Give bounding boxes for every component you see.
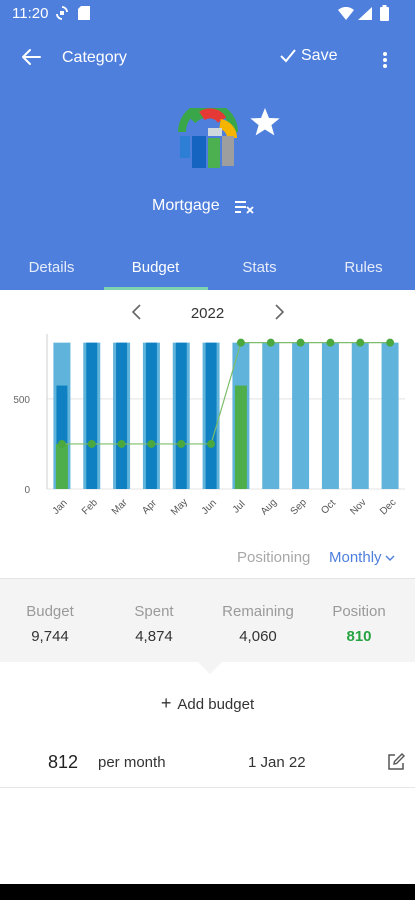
status-time: 11:20: [12, 5, 49, 22]
position-point: [236, 338, 245, 347]
budget-entry-row[interactable]: 812 per month 1 Jan 22: [0, 738, 415, 788]
position-point: [386, 338, 395, 347]
spent-bar: [205, 342, 217, 489]
x-tick-label: Aug: [259, 497, 279, 517]
summary-position: Position 810: [309, 603, 409, 645]
positioning-mode-select[interactable]: Monthly: [329, 549, 395, 566]
position-point: [207, 439, 216, 448]
category-logo-icon[interactable]: [178, 108, 238, 170]
position-point: [266, 338, 275, 347]
x-tick-label: Feb: [80, 497, 100, 517]
spent-bar: [116, 342, 128, 489]
x-tick-label: Mar: [110, 497, 130, 517]
y-tick-label: 500: [13, 395, 30, 406]
x-tick-label: Apr: [140, 497, 159, 516]
more-vert-icon[interactable]: [376, 48, 394, 70]
chevron-right-icon[interactable]: [271, 303, 287, 321]
spent-bar: [175, 342, 187, 489]
position-point: [177, 439, 186, 448]
budget-chart: 0 500 Jan Feb Mar Apr May Jun Jul Aug Sep Oct Nov Dec: [13, 334, 405, 518]
year-label: 2022: [190, 305, 225, 322]
budget-entry-amount: 812: [48, 752, 79, 772]
position-point: [296, 338, 305, 347]
page-title: Category: [62, 49, 127, 66]
x-tick-label: Dec: [378, 497, 398, 517]
position-point: [356, 338, 365, 347]
year-navigator: 2022: [0, 300, 415, 326]
summary-spent-value: 4,874: [135, 628, 173, 645]
y-tick-label: 0: [24, 485, 30, 496]
app-bar: Category Save: [0, 38, 415, 78]
position-point: [117, 439, 126, 448]
add-budget-label: Add budget: [177, 696, 255, 713]
sd-card-icon: [78, 6, 90, 20]
position-bar: [234, 385, 247, 489]
position-bar: [55, 443, 68, 489]
battery-icon: [380, 5, 389, 21]
budget-entry-period: per month: [98, 754, 166, 771]
spent-bar: [56, 385, 68, 489]
summary-position-value: 810: [346, 628, 372, 645]
wifi-icon: [338, 7, 354, 20]
check-icon: [280, 49, 296, 63]
budget-bar: [262, 342, 280, 489]
sync-status-icon: [56, 6, 68, 20]
edit-icon[interactable]: [386, 752, 406, 772]
position-point: [326, 338, 335, 347]
tab-rules[interactable]: Rules: [344, 259, 383, 276]
tab-details[interactable]: Details: [28, 259, 75, 276]
x-tick-label: Jun: [200, 498, 219, 517]
tab-bar: Details Budget Stats Rules: [0, 248, 415, 290]
chevron-left-icon[interactable]: [129, 303, 145, 321]
summary-remaining-value: 4,060: [239, 628, 277, 645]
budget-bar: [351, 342, 369, 489]
position-line: [61, 342, 391, 445]
category-name[interactable]: Mortgage: [152, 197, 220, 214]
tab-stats[interactable]: Stats: [242, 259, 277, 276]
budget-bar: [321, 342, 339, 489]
plus-icon: +: [160, 693, 172, 713]
summary-spent-label: Spent: [134, 603, 174, 620]
tab-budget[interactable]: Budget: [131, 259, 180, 276]
x-tick-label: May: [169, 497, 190, 518]
positioning-row: Positioning Monthly: [0, 546, 415, 570]
summary-remaining-label: Remaining: [222, 603, 294, 620]
chevron-down-icon: [385, 555, 395, 561]
summary-remaining: Remaining 4,060: [208, 603, 308, 645]
star-icon[interactable]: [249, 106, 281, 138]
save-button[interactable]: Save: [280, 47, 337, 65]
app-header: 11:20 Category Save: [0, 0, 415, 290]
clear-format-icon[interactable]: [235, 199, 255, 215]
x-tick-label: Nov: [348, 497, 368, 517]
summary-position-label: Position: [332, 603, 386, 620]
position-point: [87, 439, 96, 448]
active-tab-indicator: [104, 287, 208, 290]
budget-entry-start: 1 Jan 22: [248, 754, 306, 771]
summary-budget: Budget 9,744: [0, 603, 100, 645]
budget-bar: [381, 342, 399, 489]
x-tick-label: Oct: [319, 498, 338, 517]
positioning-mode-value: Monthly: [329, 549, 382, 566]
add-budget-button[interactable]: + Add budget: [0, 693, 415, 714]
spent-bar: [86, 342, 98, 489]
x-tick-label: Jan: [51, 498, 70, 517]
summary-budget-label: Budget: [26, 603, 74, 620]
arrow-left-icon[interactable]: [20, 46, 42, 68]
summary-pointer: [196, 660, 224, 674]
x-tick-label: Jul: [231, 499, 248, 516]
signal-icon: [358, 7, 372, 20]
status-bar: 11:20: [0, 0, 415, 28]
positioning-label: Positioning: [237, 549, 311, 566]
position-point: [147, 439, 156, 448]
summary-budget-value: 9,744: [31, 628, 69, 645]
x-tick-label: Sep: [289, 497, 310, 518]
system-nav-bar: [0, 884, 415, 900]
position-point: [57, 439, 66, 448]
summary-spent: Spent 4,874: [104, 603, 204, 645]
budget-bar: [292, 342, 310, 489]
save-label: Save: [301, 47, 338, 64]
spent-bar: [145, 342, 157, 489]
budget-summary: Budget 9,744 Spent 4,874 Remaining 4,060…: [0, 578, 415, 662]
